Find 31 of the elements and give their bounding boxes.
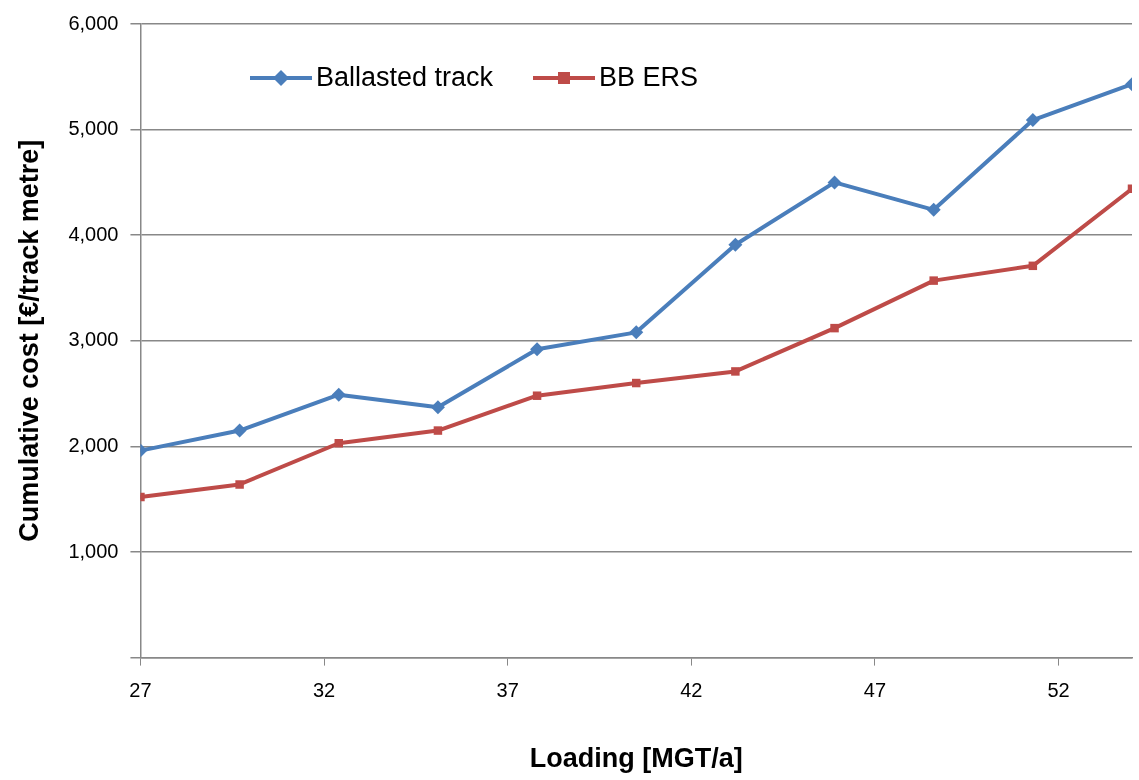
point: [433, 426, 443, 435]
y-tick-label: 3,000: [68, 328, 119, 351]
point: [830, 323, 839, 333]
x-tick-label: 47: [863, 679, 887, 702]
point: [532, 391, 542, 400]
y-tick-label: 1,000: [68, 539, 119, 562]
point: [430, 400, 445, 415]
legend-label: Ballasted track: [316, 62, 494, 93]
x-axis-title: Loading [MGT/a]: [529, 743, 743, 774]
y-tick-label: 4,000: [68, 222, 119, 245]
y-tick-label: 6,000: [68, 11, 119, 34]
point: [929, 276, 938, 285]
x-tick-label: 32: [312, 679, 336, 702]
legend-label: BB ERS: [599, 62, 699, 93]
y-tick-label: 2,000: [68, 433, 119, 456]
point: [731, 367, 740, 376]
point: [728, 237, 743, 252]
x-tick-label: 42: [680, 679, 703, 702]
point: [827, 175, 842, 190]
point: [629, 325, 644, 340]
x-tick-label: 52: [1047, 679, 1070, 702]
point: [1025, 113, 1040, 128]
y-tick-label: 5,000: [68, 117, 119, 140]
point: [235, 480, 244, 489]
point: [530, 342, 545, 357]
x-tick-label: 37: [496, 679, 519, 702]
point: [331, 387, 346, 402]
x-tick-label: 27: [129, 679, 152, 702]
point: [926, 202, 941, 217]
point: [232, 423, 247, 438]
y-axis-title: Cumulative cost [€/track metre]: [13, 139, 44, 542]
